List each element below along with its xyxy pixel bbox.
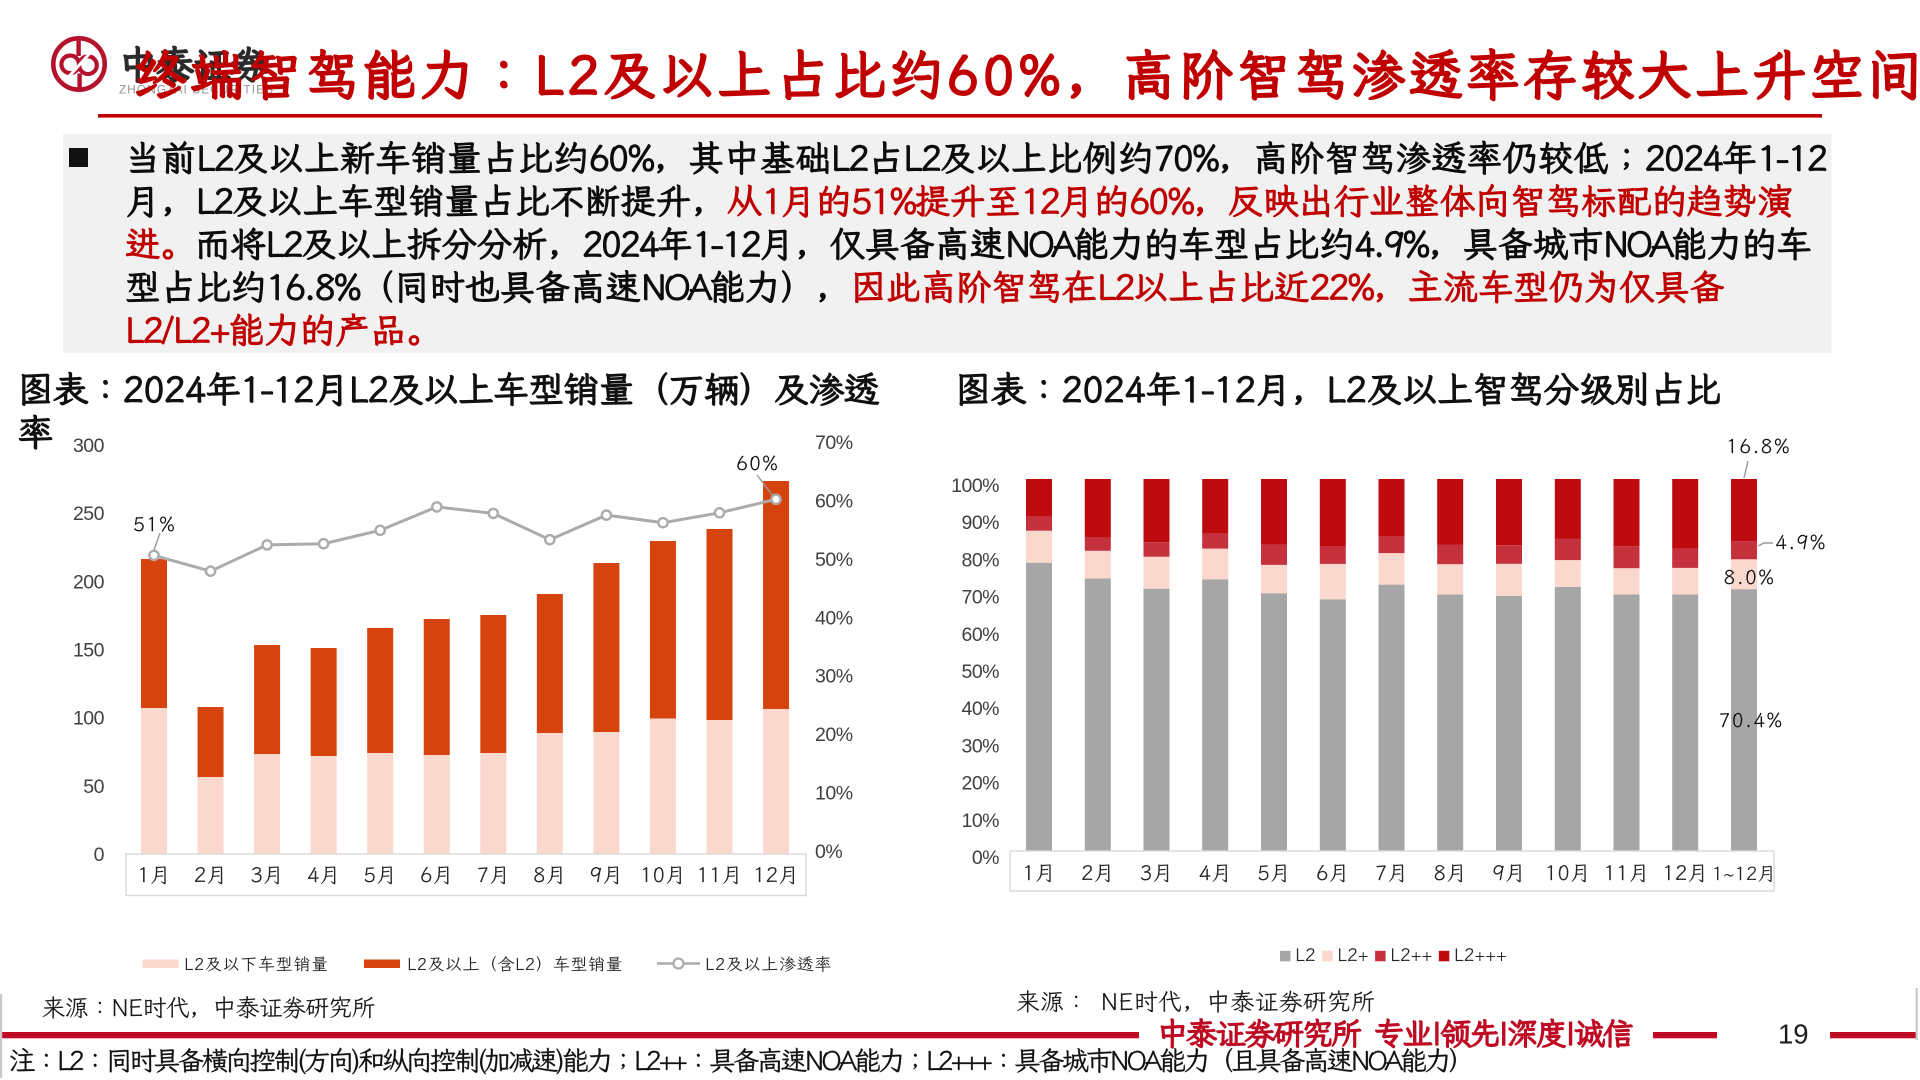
svg-text:70%: 70% xyxy=(815,432,853,454)
svg-text:100%: 100% xyxy=(951,475,999,497)
svg-text:20%: 20% xyxy=(815,724,853,746)
svg-text:200: 200 xyxy=(73,571,105,593)
svg-text:10%: 10% xyxy=(961,810,999,832)
svg-text:250: 250 xyxy=(73,503,105,525)
svg-text:50%: 50% xyxy=(961,661,999,683)
svg-text:0%: 0% xyxy=(815,841,842,863)
svg-text:30%: 30% xyxy=(815,666,853,688)
svg-text:70%: 70% xyxy=(961,587,999,609)
svg-text:10%: 10% xyxy=(815,783,853,805)
svg-text:20%: 20% xyxy=(961,773,999,795)
svg-text:0%: 0% xyxy=(972,847,999,869)
svg-text:30%: 30% xyxy=(961,735,999,757)
svg-text:19: 19 xyxy=(1778,1019,1809,1050)
svg-text:90%: 90% xyxy=(961,512,999,534)
svg-text:100: 100 xyxy=(73,708,105,730)
svg-text:40%: 40% xyxy=(961,698,999,720)
svg-text:60%: 60% xyxy=(961,624,999,646)
svg-text:50%: 50% xyxy=(815,549,853,571)
svg-text:300: 300 xyxy=(73,435,105,457)
svg-text:150: 150 xyxy=(73,640,105,662)
svg-text:60%: 60% xyxy=(815,490,853,512)
svg-text:0: 0 xyxy=(94,844,105,866)
svg-text:80%: 80% xyxy=(961,549,999,571)
svg-text:40%: 40% xyxy=(815,607,853,629)
svg-text:50: 50 xyxy=(83,776,104,798)
